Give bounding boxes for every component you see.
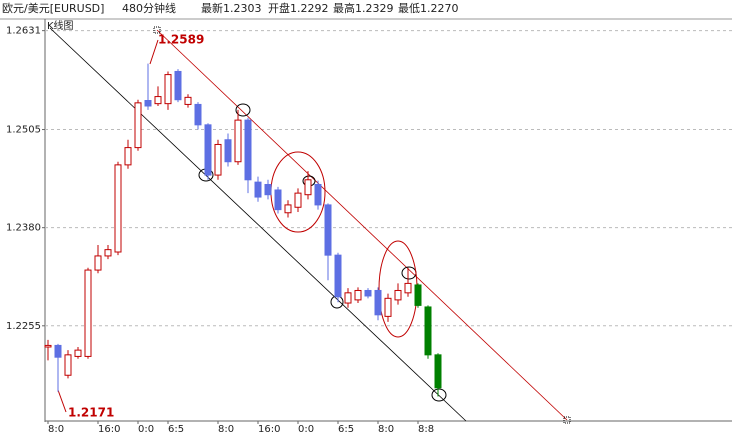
candle-body bbox=[244, 119, 252, 181]
annotation: 1.2589 bbox=[158, 33, 204, 47]
candle-body bbox=[294, 192, 302, 208]
candle-body bbox=[304, 179, 312, 196]
candle-body bbox=[204, 124, 212, 176]
x-tick-label: 16:0 bbox=[98, 424, 120, 435]
x-tick-label: 0:0 bbox=[138, 424, 154, 435]
candle-body bbox=[394, 289, 402, 301]
candle-body bbox=[254, 181, 262, 198]
candle-body bbox=[224, 139, 232, 163]
candle-body bbox=[154, 96, 162, 105]
candle-body bbox=[104, 249, 112, 257]
candle-body bbox=[124, 147, 132, 166]
candle-body bbox=[114, 164, 122, 253]
touch-marker bbox=[431, 388, 447, 402]
candle-body bbox=[214, 143, 222, 176]
x-tick-label: 8:8 bbox=[418, 424, 434, 435]
candle-body bbox=[194, 103, 202, 126]
candle-body bbox=[434, 354, 442, 389]
candle-body bbox=[424, 306, 432, 356]
y-tick-label: 1.2631 bbox=[6, 26, 41, 37]
candle-body bbox=[164, 74, 172, 105]
quote: 最高1.2329 bbox=[333, 1, 394, 15]
candle-body bbox=[324, 204, 332, 256]
y-tick-label: 1.2255 bbox=[6, 321, 41, 332]
candle-body bbox=[264, 183, 272, 196]
y-tick-label: 1.2380 bbox=[6, 223, 41, 234]
candle-body bbox=[84, 269, 92, 357]
candle-body bbox=[94, 255, 102, 271]
candle-body bbox=[334, 254, 342, 298]
x-tick-label: 6:5 bbox=[168, 424, 184, 435]
period: 480分钟线 bbox=[122, 1, 176, 15]
channel-line bbox=[156, 29, 568, 421]
channel-line bbox=[49, 27, 467, 422]
candle-body bbox=[414, 284, 422, 306]
y-tick-label: 1.2505 bbox=[6, 125, 41, 136]
anchor-point bbox=[153, 26, 161, 34]
touch-marker bbox=[235, 103, 251, 117]
candle-body bbox=[364, 289, 372, 297]
candle-body bbox=[174, 70, 182, 101]
quote: 最新1.2303 bbox=[201, 1, 262, 15]
quote: 最低1.2270 bbox=[398, 2, 459, 15]
candle-body bbox=[144, 100, 152, 107]
candle-body bbox=[384, 297, 392, 317]
x-tick-label: 0:0 bbox=[298, 424, 314, 435]
x-tick-label: 8:0 bbox=[378, 424, 394, 435]
anchor-point bbox=[563, 416, 571, 424]
chart-title: 欧元/美元[EURUSD] bbox=[2, 2, 104, 15]
candle-body bbox=[74, 349, 82, 357]
candle-body bbox=[54, 344, 62, 358]
annotation-leader bbox=[149, 39, 159, 65]
annotation: 1.2171 bbox=[68, 406, 114, 420]
x-tick-label: 6:5 bbox=[338, 424, 354, 435]
candle-body bbox=[134, 102, 142, 149]
candle-body bbox=[404, 282, 412, 294]
candle-body bbox=[234, 119, 242, 163]
panel-label: K线图 bbox=[47, 19, 74, 32]
quote: 开盘1.2292 bbox=[268, 1, 329, 15]
candle-body bbox=[374, 289, 382, 316]
candle-body bbox=[354, 289, 362, 301]
candle-body bbox=[64, 354, 72, 376]
x-tick-label: 8:0 bbox=[48, 424, 64, 435]
candle-body bbox=[184, 96, 192, 105]
candle-body bbox=[274, 189, 282, 211]
candle-body bbox=[314, 183, 322, 206]
candle-body bbox=[284, 204, 292, 214]
candle-body bbox=[44, 344, 52, 348]
candle-body bbox=[344, 292, 352, 304]
annotation-leader bbox=[57, 389, 67, 413]
x-tick-label: 16:0 bbox=[258, 424, 280, 435]
x-tick-label: 8:0 bbox=[218, 424, 234, 435]
